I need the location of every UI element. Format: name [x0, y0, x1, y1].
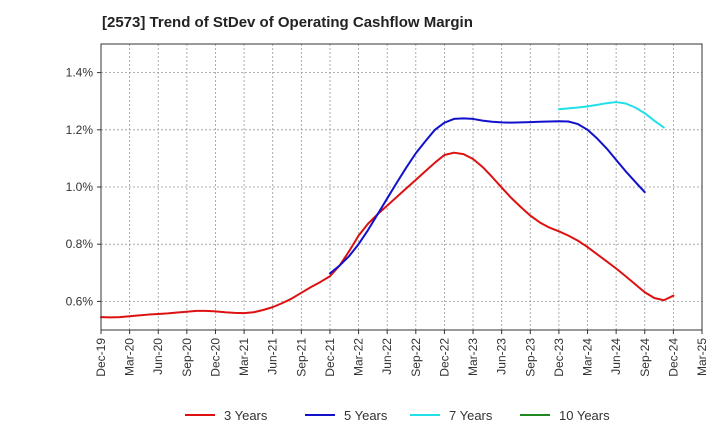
x-tick-label: Sep-22	[409, 338, 423, 377]
x-tick-label: Mar-21	[237, 338, 251, 376]
series-line-7-years	[557, 101, 665, 129]
x-tick-label: Jun-23	[495, 338, 509, 375]
y-tick-label: 0.6%	[66, 294, 94, 308]
x-tick-label: Dec-24	[666, 338, 680, 377]
legend-label-7-years: 7 Years	[449, 408, 493, 423]
x-tick-label: Dec-20	[208, 338, 222, 377]
y-tick-label: 1.4%	[66, 66, 94, 80]
legend-label-10-years: 10 Years	[559, 408, 610, 423]
x-tick-label: Mar-24	[581, 338, 595, 376]
y-tick-label: 1.2%	[66, 123, 94, 137]
x-tick-label: Jun-21	[266, 338, 280, 375]
x-tick-label: Mar-25	[695, 338, 709, 376]
x-tick-label: Jun-24	[609, 338, 623, 375]
x-tick-label: Dec-23	[552, 338, 566, 377]
series-line-5-years	[328, 117, 646, 275]
series-line-3-years	[100, 151, 675, 319]
x-tick-label: Jun-22	[380, 338, 394, 375]
x-tick-label: Sep-24	[638, 338, 652, 377]
x-tick-label: Sep-21	[294, 338, 308, 377]
x-tick-label: Dec-22	[437, 338, 451, 377]
x-tick-label: Sep-20	[180, 338, 194, 377]
x-tick-label: Dec-19	[94, 338, 108, 377]
x-tick-label: Mar-22	[352, 338, 366, 376]
chart-title: [2573] Trend of StDev of Operating Cashf…	[102, 14, 473, 31]
x-tick-label: Dec-21	[323, 338, 337, 377]
x-tick-label: Jun-20	[151, 338, 165, 375]
x-tick-label: Mar-23	[466, 338, 480, 376]
legend-label-5-years: 5 Years	[344, 408, 388, 423]
x-tick-label: Mar-20	[123, 338, 137, 376]
y-tick-label: 1.0%	[66, 180, 94, 194]
y-tick-label: 0.8%	[66, 237, 94, 251]
legend-label-3-years: 3 Years	[224, 408, 268, 423]
x-tick-label: Sep-23	[523, 338, 537, 377]
